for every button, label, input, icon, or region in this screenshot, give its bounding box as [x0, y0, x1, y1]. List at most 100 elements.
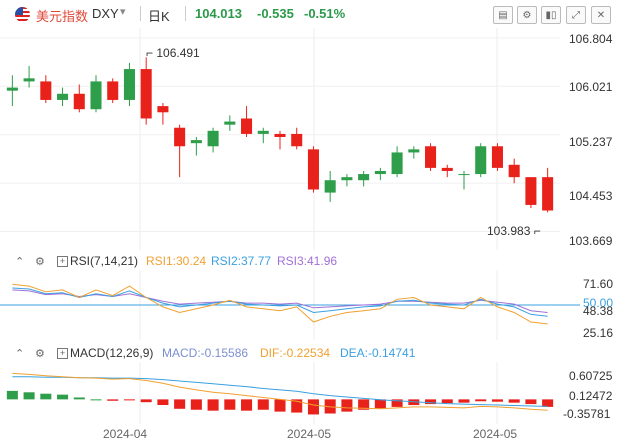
rsi3-line — [12, 289, 548, 313]
macd-histogram-bar — [542, 399, 554, 407]
candle-body — [40, 81, 52, 100]
candle-body — [491, 146, 503, 168]
macd-histogram-bar — [391, 399, 403, 407]
macd-histogram-bar — [307, 399, 319, 415]
candle-body — [475, 146, 487, 175]
price-axis-tick: 106.021 — [569, 80, 613, 94]
candle-style-icon[interactable]: ▮▯ — [541, 6, 561, 24]
chevron-down-icon[interactable]: ▾ — [120, 6, 126, 18]
candle-body — [542, 177, 554, 211]
candle-body — [190, 140, 202, 144]
close-icon[interactable]: ✕ — [591, 6, 611, 24]
settings-icon[interactable]: ⚙ — [517, 6, 537, 24]
macd-histogram-bar — [190, 399, 202, 410]
candlestick-chart[interactable] — [0, 28, 621, 250]
collapse-icon[interactable]: ⌃ — [15, 347, 25, 360]
macd-histogram-bar — [207, 399, 219, 411]
candle-body — [207, 130, 219, 147]
macd-value: MACD:-0.15586 — [162, 346, 249, 360]
macd-histogram-bar — [491, 399, 503, 402]
macd-histogram-bar — [123, 399, 135, 401]
rsi-axis-tick: 71.60 — [583, 277, 614, 291]
expand-icon[interactable]: + — [57, 256, 68, 267]
candle-body — [57, 93, 69, 100]
price-change-pct: -0.51% — [304, 6, 346, 21]
collapse-icon[interactable]: ⌃ — [15, 255, 25, 268]
instrument-symbol[interactable]: DXY — [92, 6, 119, 21]
macd-histogram-bar — [73, 397, 85, 400]
chart-type-icon[interactable]: ▤ — [493, 6, 513, 24]
rsi1-value: RSI1:30.24 — [146, 254, 207, 268]
last-price: 104.013 — [195, 6, 242, 21]
candle-body — [458, 174, 470, 176]
macd-histogram-bar — [341, 399, 353, 412]
macd-histogram-bar — [6, 390, 18, 400]
candle-body — [140, 69, 152, 119]
macd-histogram-bar — [257, 399, 269, 410]
macd-histogram-bar — [57, 394, 69, 400]
rsi-chart[interactable] — [0, 270, 621, 340]
candle-body — [174, 127, 186, 147]
expand-icon[interactable]: + — [57, 348, 68, 359]
macd-histogram-bar — [291, 399, 303, 413]
macd-histogram-bar — [525, 399, 537, 405]
macd-chart[interactable] — [0, 362, 621, 424]
candle-body — [90, 81, 102, 110]
candle-body — [257, 130, 269, 134]
macd-histogram-bar — [241, 399, 253, 411]
dea-line — [12, 376, 548, 407]
chart-toolbar: 美元指数 DXY ▾ 日K 104.013 -0.535 -0.51% ▤ ⚙ … — [0, 0, 621, 28]
candle-body — [23, 78, 35, 82]
macd-histogram-bar — [475, 399, 487, 402]
candle-body — [425, 146, 437, 168]
price-axis-tick: 105.237 — [569, 135, 613, 149]
us-flag-icon — [15, 7, 30, 22]
instrument-name[interactable]: 美元指数 — [36, 9, 89, 24]
dif-value: DIF:-0.22534 — [260, 346, 331, 360]
macd-histogram-bar — [508, 399, 520, 403]
macd-histogram-bar — [425, 399, 437, 405]
macd-histogram-bar — [23, 392, 35, 400]
rsi-axis-tick: 25.16 — [583, 326, 614, 340]
low-price-value: 103.983 — [487, 224, 531, 238]
rsi-params: RSI(7,14,21) — [70, 254, 139, 268]
macd-histogram-bar — [107, 399, 119, 401]
candle-body — [73, 93, 85, 110]
candle-body — [391, 152, 403, 175]
price-change: -0.535 — [257, 6, 294, 21]
candle-body — [358, 174, 370, 181]
rsi2-value: RSI2:37.77 — [211, 254, 272, 268]
candle-body — [241, 118, 253, 134]
macd-axis-tick: 0.12472 — [569, 389, 613, 403]
macd-params: MACD(12,26,9) — [70, 346, 154, 360]
price-axis-tick: 106.804 — [569, 32, 613, 46]
macd-histogram-bar — [157, 399, 169, 406]
macd-axis-tick: 0.60725 — [569, 369, 613, 383]
candle-body — [324, 180, 336, 193]
dea-value: DEA:-0.14741 — [340, 346, 416, 360]
rsi-axis-tick: 50.00 — [583, 296, 614, 310]
dif-line — [12, 372, 548, 411]
settings-icon[interactable]: ⚙ — [35, 347, 45, 360]
period-selector[interactable]: 日K — [148, 9, 170, 24]
macd-histogram-bar — [174, 399, 186, 409]
macd-histogram-bar — [274, 399, 286, 412]
x-axis-label: 2024-05 — [287, 427, 332, 441]
rsi2-line — [12, 287, 548, 317]
candle-body — [341, 177, 353, 181]
settings-icon[interactable]: ⚙ — [35, 255, 45, 268]
macd-histogram-bar — [140, 399, 152, 403]
macd-histogram-bar — [224, 399, 236, 410]
macd-histogram-bar — [441, 399, 453, 404]
divider — [140, 6, 141, 21]
price-axis-tick: 104.453 — [569, 189, 613, 203]
rsi-axis-tick: 48.38 — [583, 304, 614, 318]
candle-body — [374, 170, 386, 175]
candle-body — [307, 149, 319, 190]
macd-histogram-bar — [358, 399, 370, 410]
macd-axis-tick: -0.35781 — [563, 407, 611, 421]
fullscreen-icon[interactable]: ⤢ — [566, 6, 586, 24]
candle-body — [291, 133, 303, 147]
candle-body — [123, 69, 135, 100]
rsi1-line — [12, 283, 548, 325]
